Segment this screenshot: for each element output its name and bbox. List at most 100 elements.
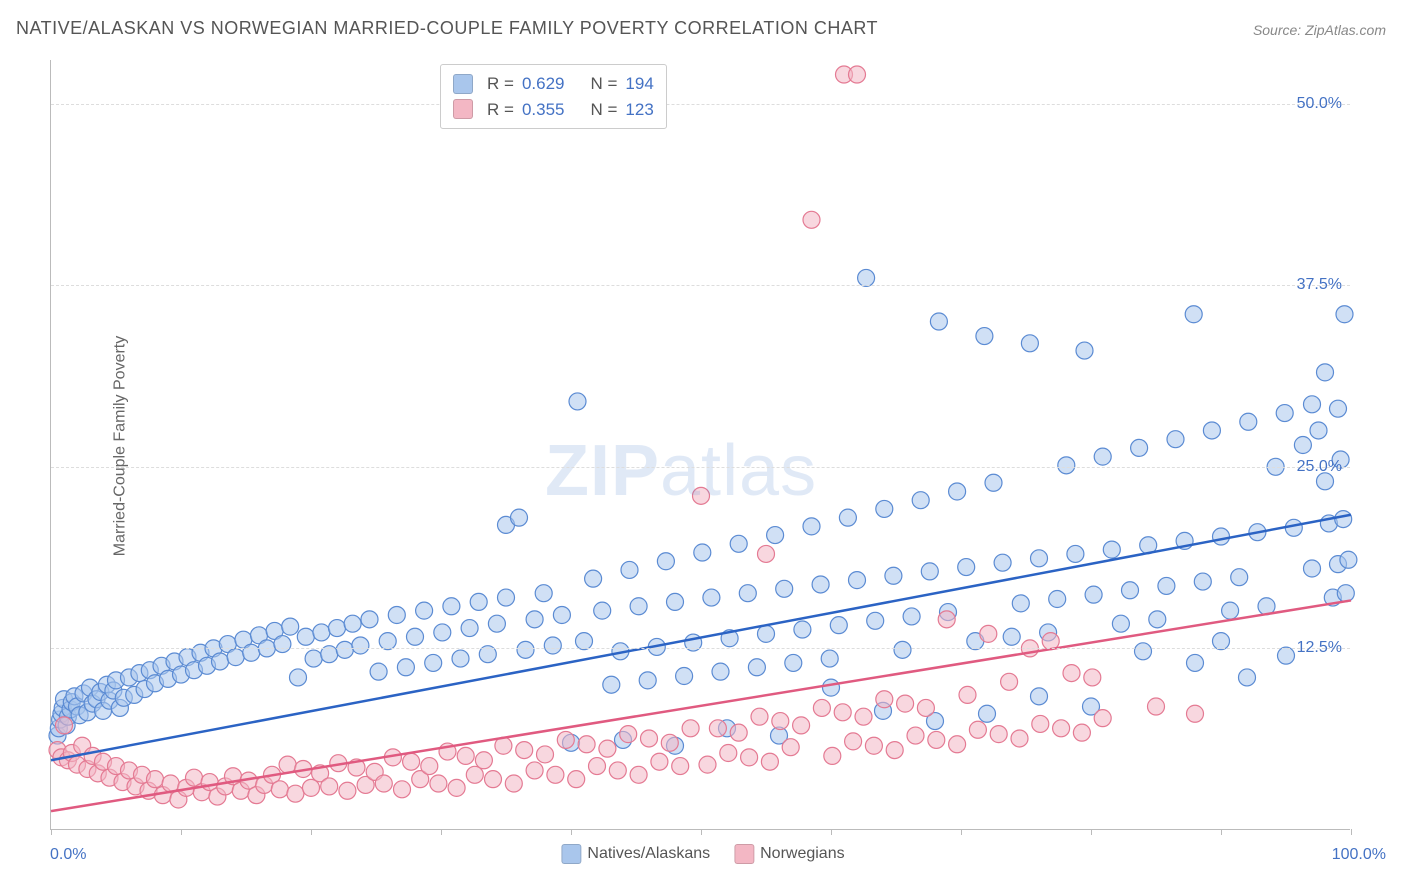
scatter-point	[682, 720, 699, 737]
x-tick	[961, 829, 962, 835]
stats-n-value: 123	[625, 97, 653, 123]
scatter-point	[416, 602, 433, 619]
scatter-point	[1276, 405, 1293, 422]
y-tick-label: 50.0%	[1297, 95, 1342, 113]
scatter-point	[994, 554, 1011, 571]
gridline-h	[51, 467, 1350, 468]
scatter-point	[361, 611, 378, 628]
scatter-point	[594, 602, 611, 619]
scatter-point	[1278, 647, 1295, 664]
scatter-point	[620, 726, 637, 743]
scatter-point	[457, 747, 474, 764]
scatter-point	[886, 742, 903, 759]
legend-swatch	[734, 844, 754, 864]
scatter-point	[589, 758, 606, 775]
chart-title: NATIVE/ALASKAN VS NORWEGIAN MARRIED-COUP…	[16, 18, 878, 39]
source-attribution: Source: ZipAtlas.com	[1253, 22, 1386, 38]
scatter-point	[568, 771, 585, 788]
scatter-point	[313, 624, 330, 641]
scatter-point	[730, 724, 747, 741]
scatter-point	[823, 679, 840, 696]
scatter-point	[803, 518, 820, 535]
scatter-point	[430, 775, 447, 792]
legend-swatch	[561, 844, 581, 864]
scatter-point	[375, 775, 392, 792]
scatter-point	[1012, 595, 1029, 612]
scatter-point	[1011, 730, 1028, 747]
scatter-point	[694, 544, 711, 561]
scatter-point	[621, 561, 638, 578]
scatter-point	[949, 483, 966, 500]
scatter-point	[1003, 628, 1020, 645]
scatter-point	[1336, 306, 1353, 323]
scatter-point	[907, 727, 924, 744]
scatter-svg	[51, 60, 1351, 830]
scatter-point	[475, 752, 492, 769]
scatter-point	[1135, 643, 1152, 660]
scatter-point	[741, 749, 758, 766]
scatter-point	[1084, 669, 1101, 686]
scatter-point	[147, 771, 164, 788]
scatter-point	[282, 618, 299, 635]
scatter-point	[1222, 602, 1239, 619]
scatter-point	[917, 699, 934, 716]
scatter-point	[485, 771, 502, 788]
scatter-point	[227, 649, 244, 666]
scatter-point	[243, 644, 260, 661]
scatter-point	[667, 593, 684, 610]
scatter-point	[979, 705, 996, 722]
scatter-point	[821, 650, 838, 667]
scatter-point	[56, 717, 73, 734]
scatter-point	[1094, 448, 1111, 465]
scatter-point	[976, 328, 993, 345]
scatter-point	[1187, 705, 1204, 722]
scatter-point	[297, 628, 314, 645]
stats-r-label: R =	[487, 97, 514, 123]
gridline-h	[51, 648, 1350, 649]
scatter-point	[517, 641, 534, 658]
scatter-point	[661, 734, 678, 751]
scatter-point	[599, 740, 616, 757]
scatter-point	[990, 726, 1007, 743]
scatter-point	[885, 567, 902, 584]
scatter-point	[488, 615, 505, 632]
x-tick	[831, 829, 832, 835]
scatter-point	[1058, 457, 1075, 474]
scatter-point	[379, 633, 396, 650]
scatter-point	[271, 781, 288, 798]
scatter-point	[930, 313, 947, 330]
scatter-point	[1240, 413, 1257, 430]
scatter-point	[336, 641, 353, 658]
scatter-point	[641, 730, 658, 747]
scatter-point	[865, 737, 882, 754]
scatter-point	[858, 269, 875, 286]
scatter-point	[1203, 422, 1220, 439]
scatter-point	[776, 580, 793, 597]
scatter-point	[803, 211, 820, 228]
scatter-point	[761, 753, 778, 770]
scatter-point	[1167, 431, 1184, 448]
scatter-point	[1094, 710, 1111, 727]
scatter-point	[693, 487, 710, 504]
source-label: Source:	[1253, 22, 1305, 38]
scatter-point	[370, 663, 387, 680]
scatter-point	[321, 778, 338, 795]
legend-item: Natives/Alaskans	[561, 844, 710, 864]
x-axis-min-label: 0.0%	[50, 846, 86, 864]
scatter-point	[535, 585, 552, 602]
scatter-point	[537, 746, 554, 763]
scatter-point	[1185, 306, 1202, 323]
y-tick-label: 25.0%	[1297, 458, 1342, 476]
scatter-point	[603, 676, 620, 693]
scatter-point	[516, 742, 533, 759]
scatter-point	[1032, 715, 1049, 732]
scatter-point	[1310, 422, 1327, 439]
scatter-point	[1213, 528, 1230, 545]
scatter-point	[651, 753, 668, 770]
scatter-point	[959, 686, 976, 703]
scatter-point	[1112, 615, 1129, 632]
scatter-point	[470, 593, 487, 610]
scatter-point	[443, 598, 460, 615]
scatter-point	[1304, 560, 1321, 577]
scatter-point	[1085, 586, 1102, 603]
